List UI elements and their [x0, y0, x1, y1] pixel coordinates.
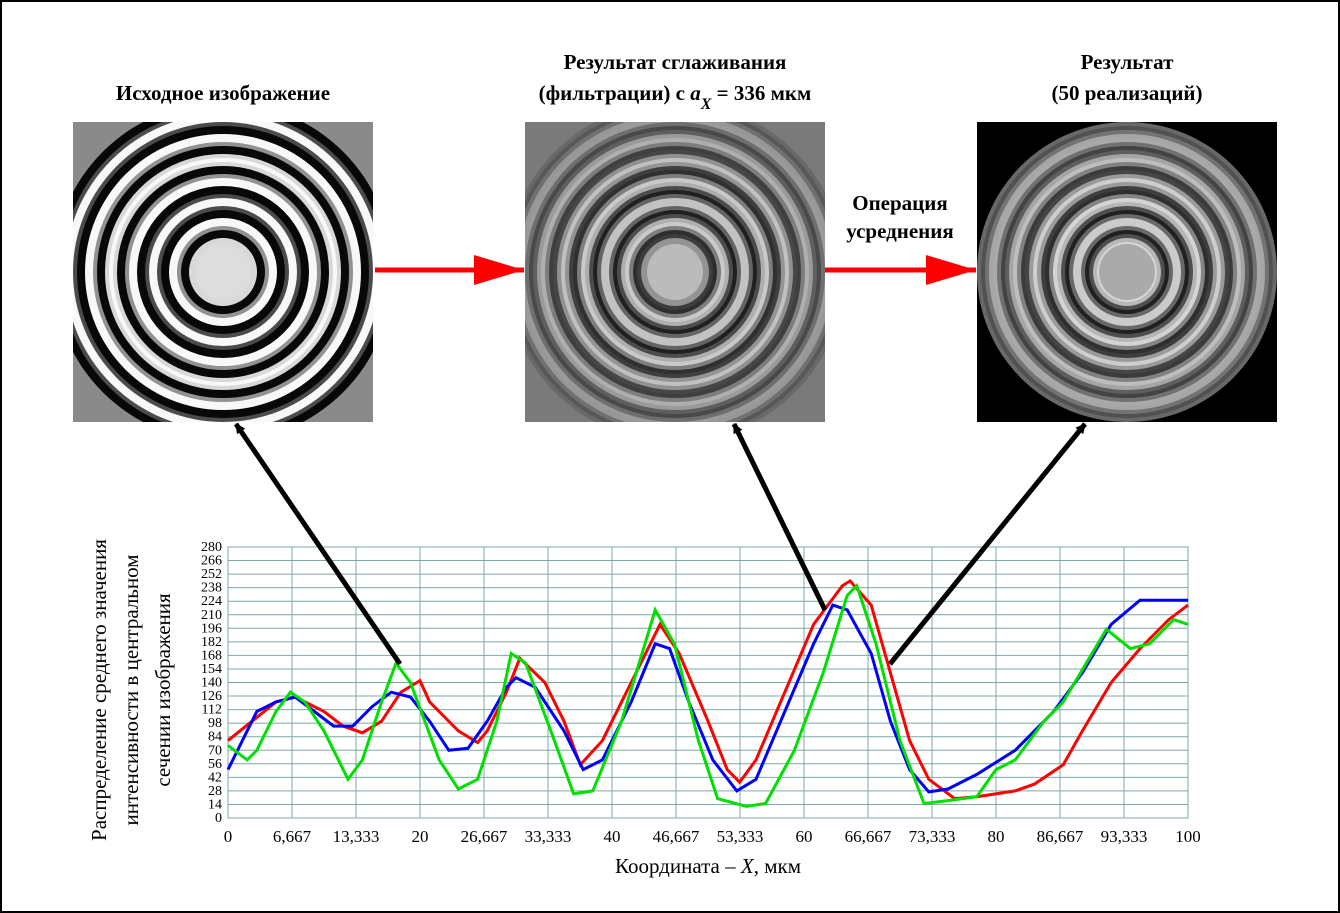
y-tick-label: 182: [201, 635, 222, 650]
x-tick-label: 100: [1175, 827, 1201, 846]
title-part: (фильтрации) с: [539, 81, 691, 105]
y-tick-label: 280: [201, 540, 222, 555]
y-tick-label: 210: [201, 608, 222, 623]
y-tick-label: 224: [201, 594, 222, 609]
x-tick-label: 40: [604, 827, 621, 846]
y-tick-label: 56: [208, 757, 222, 772]
figure: Исходное изображение Результат сглаживани…: [0, 0, 1340, 913]
title-part: (50 реализаций): [1051, 81, 1202, 105]
center-spot: [195, 244, 251, 300]
title-part: Результат: [1081, 50, 1174, 74]
x-tick-label: 66,667: [845, 827, 892, 846]
image-title: Результат сглаживания: [564, 50, 787, 74]
y-axis-label: Распределение среднего значения: [87, 539, 111, 841]
x-tick-label: 13,333: [333, 827, 380, 846]
label-part: , мкм: [754, 854, 801, 878]
y-tick-label: 266: [201, 554, 222, 569]
image-title: Результат: [1081, 50, 1174, 74]
operation-label: Операция: [852, 191, 948, 215]
center-spot: [647, 244, 703, 300]
y-axis-label: сечении изображения: [151, 593, 175, 787]
x-tick-label: 26,667: [461, 827, 508, 846]
title-part: a: [690, 81, 701, 105]
image-title: Исходное изображение: [116, 81, 330, 105]
image-title: (50 реализаций): [1051, 81, 1202, 105]
y-tick-label: 98: [208, 716, 222, 731]
operation-label: усреднения: [846, 219, 954, 243]
x-tick-label: 86,667: [1037, 827, 1084, 846]
label-part: Координата –: [615, 854, 741, 878]
x-tick-label: 6,667: [273, 827, 312, 846]
x-tick-label: 20: [412, 827, 429, 846]
title-part: X: [700, 96, 712, 113]
y-tick-label: 84: [208, 730, 222, 745]
x-tick-label: 73,333: [909, 827, 956, 846]
x-tick-label: 33,333: [525, 827, 572, 846]
y-tick-label: 14: [208, 797, 222, 812]
y-tick-label: 168: [201, 648, 222, 663]
y-tick-label: 112: [202, 703, 222, 718]
y-tick-label: 28: [208, 784, 222, 799]
y-tick-label: 70: [208, 743, 222, 758]
y-tick-label: 126: [201, 689, 222, 704]
x-axis-label: Координата – X, мкм: [615, 854, 801, 878]
center-spot: [1099, 244, 1155, 300]
label-part: X: [740, 854, 755, 878]
title-part: Исходное изображение: [116, 81, 330, 105]
y-tick-label: 252: [201, 567, 222, 582]
x-tick-label: 46,667: [653, 827, 700, 846]
title-part: Результат сглаживания: [564, 50, 787, 74]
y-tick-label: 140: [201, 676, 222, 691]
y-tick-label: 42: [208, 770, 222, 785]
x-tick-label: 53,333: [717, 827, 764, 846]
y-axis-label: интенсивности в центральном: [119, 554, 143, 825]
x-tick-label: 60: [796, 827, 813, 846]
x-tick-label: 0: [224, 827, 233, 846]
y-tick-label: 0: [215, 811, 222, 826]
title-part: = 336 мкм: [711, 81, 811, 105]
x-tick-label: 80: [988, 827, 1005, 846]
x-tick-label: 93,333: [1101, 827, 1148, 846]
y-tick-label: 238: [201, 581, 222, 596]
y-tick-label: 154: [201, 662, 222, 677]
y-tick-label: 196: [201, 621, 222, 636]
